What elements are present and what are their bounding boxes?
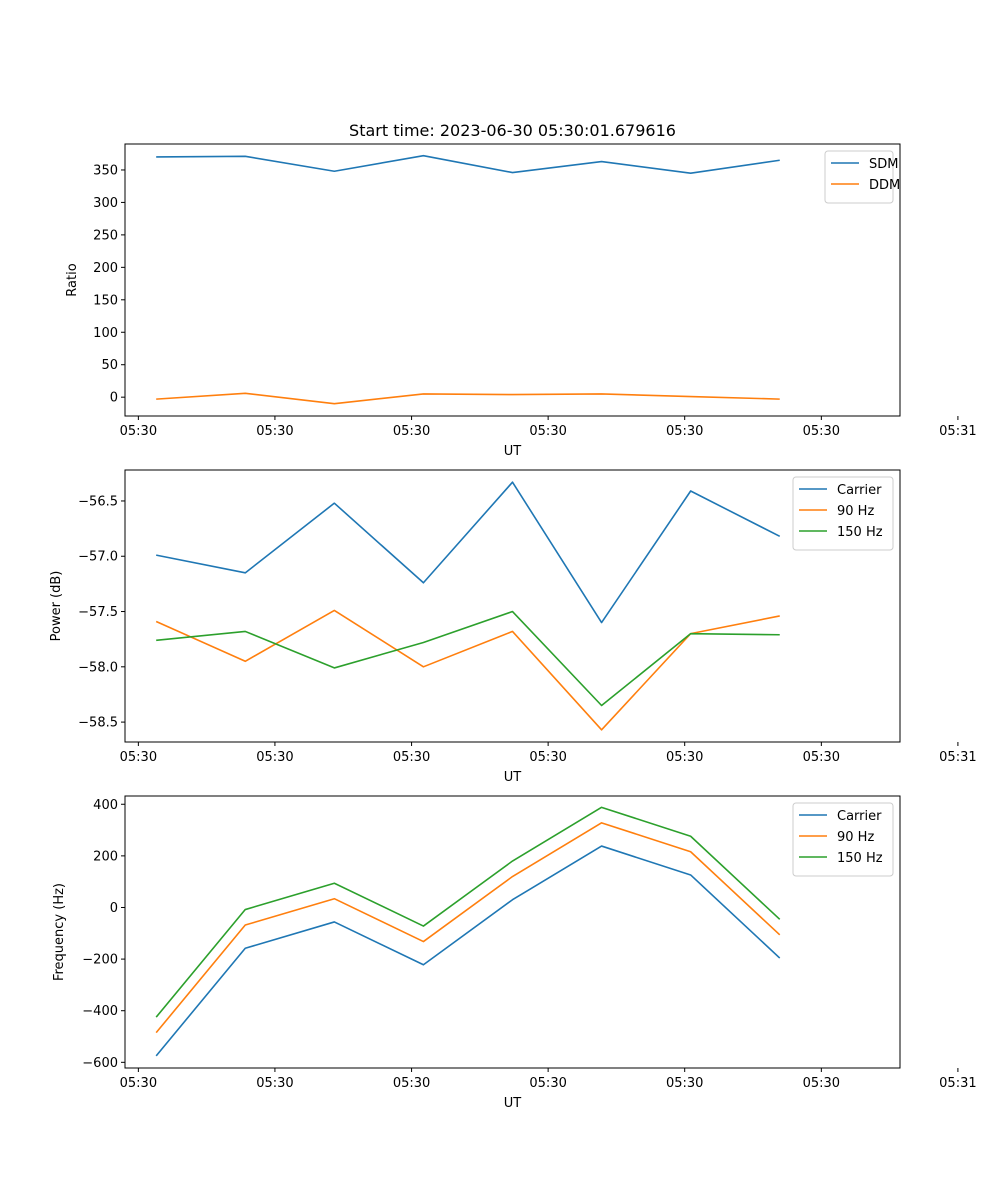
y-tick-label: −57.0 xyxy=(78,550,118,565)
y-axis-label: Power (dB) xyxy=(49,571,64,642)
x-tick-label: 05:30 xyxy=(393,424,430,439)
y-tick-label: 100 xyxy=(93,326,118,341)
x-tick-label: 05:30 xyxy=(529,1076,566,1091)
series-line-carrier xyxy=(156,481,781,624)
x-tick-label: 05:30 xyxy=(120,424,157,439)
panel-3: 05:30 05:30 05:30 05:30 05:30 05:30 05:31 −600 −… xyxy=(52,795,977,1111)
x-axis-label: UT xyxy=(504,444,522,459)
x-tick-label: 05:30 xyxy=(393,750,430,765)
y-tick-label: −400 xyxy=(82,1004,118,1019)
axes-frame xyxy=(124,795,901,1069)
x-tick-label: 05:31 xyxy=(939,750,976,765)
y-tick-label: 350 xyxy=(93,163,118,178)
y-tick-label: −58.0 xyxy=(78,660,118,675)
y-tick-label: 400 xyxy=(93,798,118,813)
x-axis-label: UT xyxy=(504,1096,522,1111)
legend-label: 90 Hz xyxy=(837,504,874,519)
y-tick-label: 300 xyxy=(93,196,118,211)
y-tick-label: −57.5 xyxy=(78,605,118,620)
y-tick-label: 0 xyxy=(110,901,118,916)
x-tick-label: 05:30 xyxy=(393,1076,430,1091)
legend-box xyxy=(824,150,894,204)
chart-title: Start time: 2023-06-30 05:30:01.679616 xyxy=(349,121,676,140)
legend-label: 150 Hz xyxy=(837,851,883,866)
x-tick-label: 05:30 xyxy=(256,1076,293,1091)
series-line-150-hz xyxy=(155,806,781,1018)
y-tick-label: 50 xyxy=(101,358,118,373)
panel-2: 05:30 05:30 05:30 05:30 05:30 05:30 05:31 −58.5… xyxy=(49,469,977,785)
legend-label: SDM xyxy=(869,157,898,172)
legend: Carrier 90 Hz 150 Hz xyxy=(792,802,894,877)
x-tick-label: 05:30 xyxy=(256,424,293,439)
x-tick-label: 05:31 xyxy=(939,1076,976,1091)
series-line-ddm xyxy=(156,392,780,405)
y-tick-label: 0 xyxy=(110,391,118,406)
x-tick-label: 05:30 xyxy=(666,1076,703,1091)
y-tick-label: 200 xyxy=(93,849,118,864)
legend-label: Carrier xyxy=(837,483,882,498)
legend-label: Carrier xyxy=(837,809,882,824)
series-line-90-hz xyxy=(155,609,780,731)
y-tick-label: 250 xyxy=(93,228,118,243)
x-tick-label: 05:31 xyxy=(939,424,976,439)
x-tick-label: 05:30 xyxy=(803,1076,840,1091)
x-axis-label: UT xyxy=(504,770,522,785)
legend: Carrier 90 Hz 150 Hz xyxy=(792,476,894,551)
panel-1: 05:30 05:30 05:30 05:30 05:30 05:30 05:31 0 50 10… xyxy=(65,143,977,459)
axes-frame xyxy=(124,469,901,743)
y-tick-label: 150 xyxy=(93,293,118,308)
series-line-carrier xyxy=(155,845,781,1057)
series-line-150-hz xyxy=(156,610,780,707)
series-line-sdm xyxy=(156,154,780,175)
x-tick-label: 05:30 xyxy=(120,750,157,765)
x-tick-label: 05:30 xyxy=(529,424,566,439)
panels: 05:30 05:30 05:30 05:30 05:30 05:30 05:31 0 50 10… xyxy=(49,143,977,1111)
x-tick-label: 05:30 xyxy=(256,750,293,765)
x-tick-label: 05:30 xyxy=(803,424,840,439)
y-tick-label: −56.5 xyxy=(78,494,118,509)
legend: SDM DDM xyxy=(824,150,900,204)
x-tick-label: 05:30 xyxy=(666,750,703,765)
y-tick-label: −58.5 xyxy=(78,716,118,731)
legend-label: 150 Hz xyxy=(837,525,883,540)
x-tick-label: 05:30 xyxy=(666,424,703,439)
x-tick-label: 05:30 xyxy=(803,750,840,765)
y-tick-label: 200 xyxy=(93,261,118,276)
y-tick-label: −200 xyxy=(82,953,118,968)
x-tick-label: 05:30 xyxy=(529,750,566,765)
x-tick-label: 05:30 xyxy=(120,1076,157,1091)
series-line-90-hz xyxy=(155,822,781,1034)
y-axis-label: Frequency (Hz) xyxy=(52,883,67,981)
y-axis-label: Ratio xyxy=(65,263,80,296)
axes-frame xyxy=(124,143,901,417)
legend-label: 90 Hz xyxy=(837,830,874,845)
legend-label: DDM xyxy=(869,178,900,193)
y-tick-label: −600 xyxy=(82,1056,118,1071)
